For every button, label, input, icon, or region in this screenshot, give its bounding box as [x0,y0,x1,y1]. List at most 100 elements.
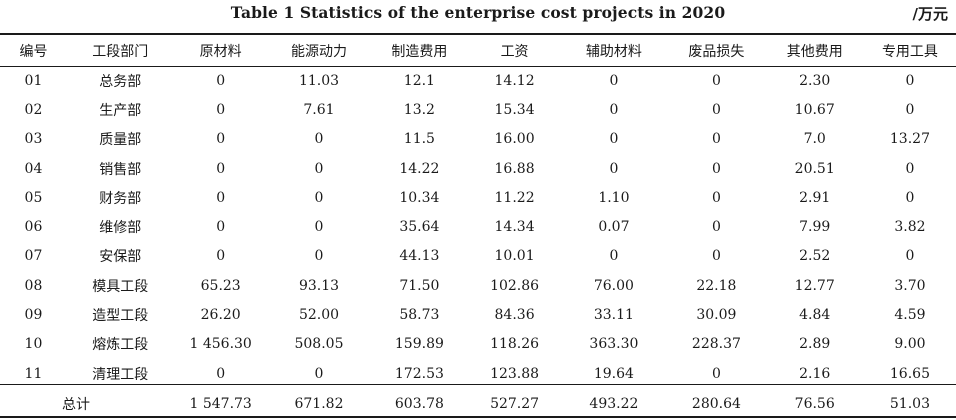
table-row: 07 安保部 0 0 44.13 10.01 0 0 2.52 0 [0,242,956,271]
table-cell: 1 456.30 [189,336,252,353]
table-cell: 0 [216,189,226,206]
table-cell: 03 [24,131,43,148]
total-cell: 493.22 [589,396,639,413]
column-header: 辅助材料 [585,43,642,60]
table-cell: 16.88 [494,160,535,177]
total-cell: 280.64 [691,396,741,413]
table-cell: 0 [216,160,226,177]
table-cell: 0 [609,160,619,177]
table-cell: 228.37 [691,336,741,353]
total-cell: 1 547.73 [189,396,252,413]
table-cell: 质量部 [99,132,142,149]
table-title: Table 1 Statistics of the enterprise cos… [230,3,726,22]
table-cell: 02 [24,101,43,118]
top-rule [0,33,956,35]
table-cell: 172.53 [394,365,444,382]
table-cell: 0 [216,131,226,148]
table-cell: 19.64 [593,365,634,382]
table-cell: 安保部 [99,249,142,266]
table-cell: 13.27 [889,131,930,148]
table-row: 08 模具工段 65.23 93.13 71.50 102.86 76.00 22.18 12.… [0,271,956,300]
table-cell: 0 [905,189,915,206]
table-cell: 09 [24,307,43,324]
table-cell: 生产部 [99,102,142,119]
table-cell: 0 [711,189,721,206]
total-label: 总计 [62,397,90,414]
table-row: 06 维修部 0 0 35.64 14.34 0.07 0 7.99 3.82 [0,212,956,241]
table-cell: 10 [24,336,43,353]
table-cell: 清理工段 [92,366,149,383]
table-cell: 07 [24,248,43,265]
table-cell: 0 [314,219,324,236]
table-cell: 0 [711,365,721,382]
column-header: 能源动力 [290,43,347,60]
table-row: 03 质量部 0 0 11.5 16.00 0 0 7.0 13.27 [0,125,956,154]
table-cell: 0 [216,219,226,236]
table-cell: 14.34 [494,219,535,236]
table-cell: 30.09 [696,307,737,324]
total-row: 总计 1 547.73 671.82 603.78 527.27 493.22 … [0,388,956,420]
column-header: 编号 [19,43,48,60]
table-cell: 2.30 [799,72,831,89]
table-cell: 0 [905,101,915,118]
table-cell: 08 [24,277,43,294]
table-cell: 10.01 [494,248,535,265]
table-cell: 财务部 [99,190,142,207]
table-cell: 13.2 [403,101,435,118]
table-cell: 总务部 [99,73,142,90]
table-row: 04 销售部 0 0 14.22 16.88 0 0 20.51 0 [0,154,956,183]
table-cell: 0 [609,72,619,89]
table-cell: 05 [24,189,43,206]
table-cell: 3.70 [894,277,926,294]
table-cell: 模具工段 [92,278,149,295]
table-cell: 11.03 [298,72,340,89]
table-cell: 10.34 [399,189,440,206]
table-cell: 7.0 [803,131,826,148]
table-row: 01 总务部 0 11.03 12.1 14.12 0 0 2.30 0 [0,66,956,95]
table-cell: 16.65 [889,365,930,382]
table-cell: 4.84 [799,307,831,324]
table-cell: 123.88 [490,365,540,382]
table-cell: 0 [609,248,619,265]
table-cell: 2.91 [799,189,831,206]
table-cell: 102.86 [490,277,540,294]
table-row: 09 造型工段 26.20 52.00 58.73 84.36 33.11 30.09 4.84… [0,300,956,329]
table-cell: 0 [314,131,324,148]
table-cell: 84.36 [494,307,535,324]
cost-table: 编号 工段部门 原材料 能源动力 制造费用 工资 辅助材料 废品损失 其他费用 … [0,35,956,420]
table-cell: 0 [711,248,721,265]
table-cell: 0 [711,219,721,236]
column-header: 其他费用 [786,43,843,60]
table-cell: 0.07 [598,219,630,236]
table-cell: 0 [905,248,915,265]
total-cell: 603.78 [394,396,444,413]
table-cell: 9.00 [894,336,926,353]
table-cell: 7.61 [303,101,335,118]
table-cell: 3.82 [894,219,926,236]
table-cell: 118.26 [490,336,540,353]
bottom-rule [0,416,956,418]
table-cell: 0 [216,248,226,265]
column-header: 制造费用 [391,43,448,60]
table-row: 10 熔炼工段 1 456.30 508.05 159.89 118.26 363.30 22… [0,330,956,359]
total-cell: 671.82 [294,396,344,413]
table-cell: 0 [609,101,619,118]
table-cell: 4.59 [894,307,926,324]
table-cell: 0 [905,160,915,177]
table-cell: 维修部 [99,220,142,237]
total-cell: 51.03 [889,396,930,413]
table-cell: 20.51 [794,160,835,177]
table-cell: 14.12 [494,72,535,89]
table-cell: 0 [314,365,324,382]
table-cell: 1.10 [598,189,630,206]
column-header: 工资 [500,43,529,60]
table-cell: 15.34 [494,101,535,118]
table-row: 02 生产部 0 7.61 13.2 15.34 0 0 10.67 0 [0,95,956,124]
table-row: 11 清理工段 0 0 172.53 123.88 19.64 0 2.16 16.65 [0,359,956,388]
table-cell: 159.89 [394,336,444,353]
column-header: 工段部门 [92,43,149,60]
total-rule [0,384,956,385]
total-cell: 527.27 [490,396,540,413]
header-row: 编号 工段部门 原材料 能源动力 制造费用 工资 辅助材料 废品损失 其他费用 … [0,35,956,66]
table-cell: 363.30 [589,336,639,353]
